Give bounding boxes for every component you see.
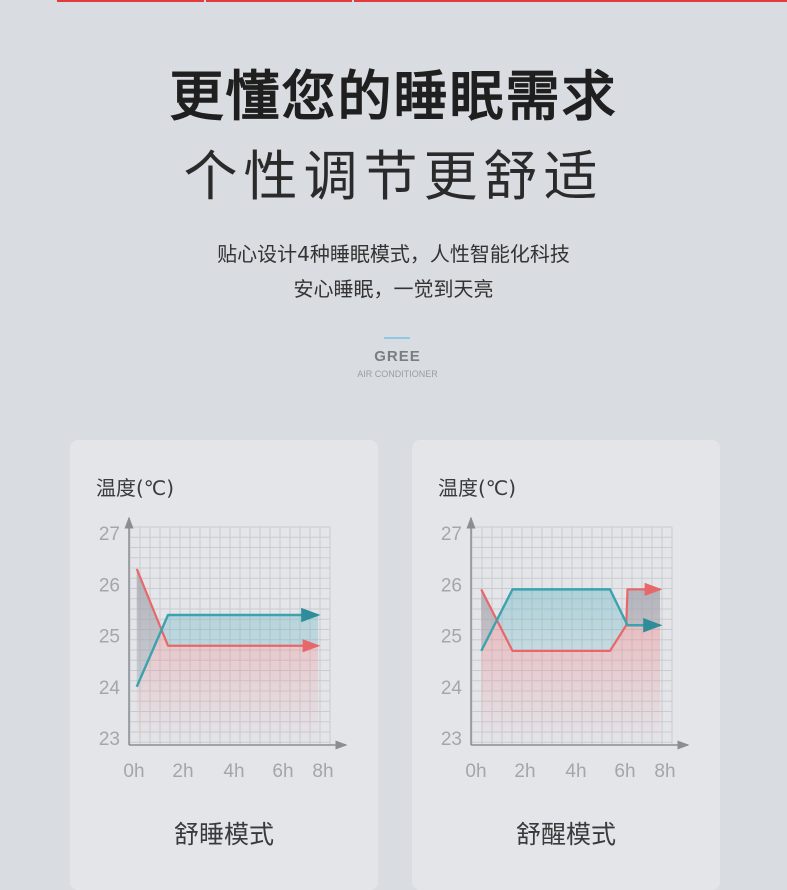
x-tick-label: 2h xyxy=(172,761,193,782)
x-tick-label: 0h xyxy=(123,761,144,782)
y-tick-label: 23 xyxy=(441,729,462,750)
blue-area xyxy=(136,568,318,687)
red-area xyxy=(136,568,318,745)
y-tick-label: 24 xyxy=(99,678,121,699)
x-tick-label: 4h xyxy=(223,761,244,782)
y-tick-label: 24 xyxy=(441,678,463,699)
teal-series-line xyxy=(135,607,321,688)
y-tick-label: 26 xyxy=(99,575,120,596)
y-tick-label: 27 xyxy=(441,524,462,545)
mode-title: 舒醒模式 xyxy=(515,820,616,849)
y-tick-label: 23 xyxy=(99,729,120,750)
x-tick-label: 0h xyxy=(465,761,486,782)
red-series-line xyxy=(480,582,663,652)
x-tick-label: 4h xyxy=(565,761,586,782)
blue-area xyxy=(481,589,660,651)
y-tick-label: 25 xyxy=(99,627,120,648)
mode-title: 舒睡模式 xyxy=(173,820,274,849)
red-series-line xyxy=(135,568,321,653)
brand-tagline: AIR CONDITIONER xyxy=(357,369,438,379)
x-tick-label: 8h xyxy=(312,761,333,782)
x-tick-label: 6h xyxy=(272,761,293,782)
red-area xyxy=(481,589,660,745)
x-tick-label: 2h xyxy=(514,761,535,782)
chart-y-label: 温度(℃) xyxy=(438,476,517,500)
y-tick-label: 25 xyxy=(441,627,462,648)
teal-series-line xyxy=(480,588,663,652)
x-tick-label: 6h xyxy=(614,761,635,782)
top-accent-bar xyxy=(354,0,787,2)
chart-y-label: 温度(℃) xyxy=(96,476,175,500)
description-line-1: 贴心设计4种睡眠模式，人性智能化科技 xyxy=(217,242,570,266)
top-accent-bar xyxy=(206,0,352,2)
description-line-2: 安心睡眠，一觉到天亮 xyxy=(293,277,494,301)
top-accent-bar xyxy=(57,0,204,2)
brand-divider xyxy=(384,337,410,339)
y-tick-label: 27 xyxy=(99,524,120,545)
headline: 更懂您的睡眠需求 xyxy=(169,65,618,128)
x-tick-label: 8h xyxy=(654,761,675,782)
subheadline: 个性调节更舒适 xyxy=(183,145,604,208)
y-tick-label: 26 xyxy=(441,575,462,596)
brand-logo: GREE xyxy=(374,348,421,365)
